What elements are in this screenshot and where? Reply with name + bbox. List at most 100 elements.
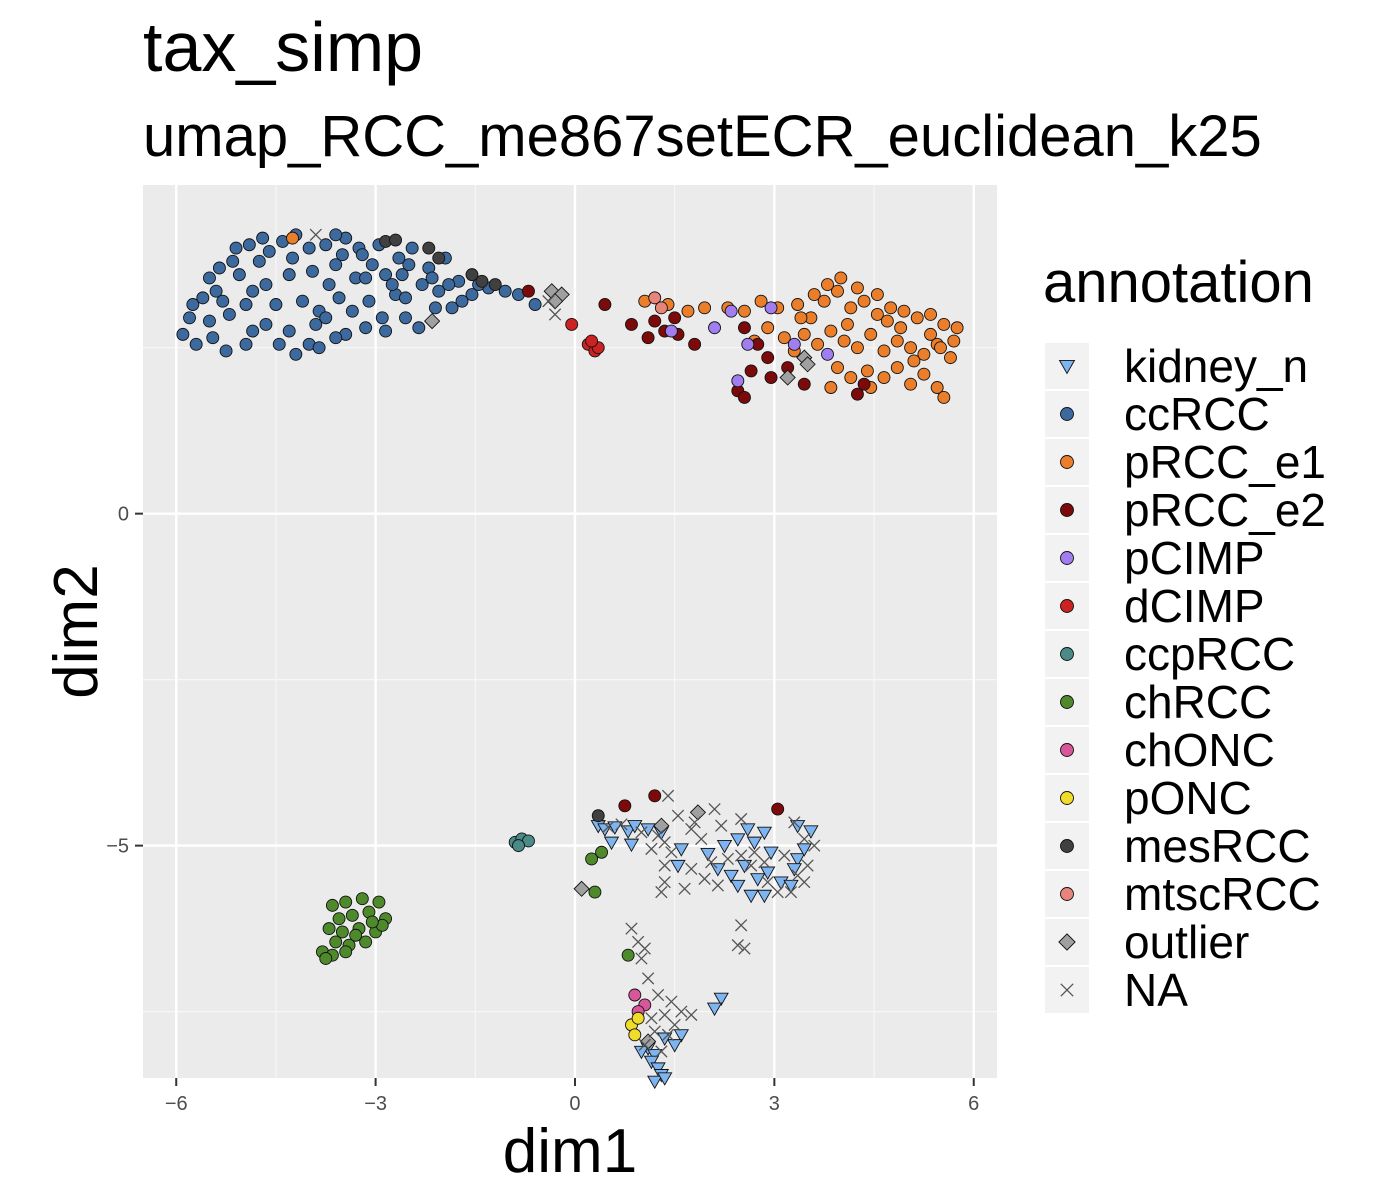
data-point <box>741 337 755 351</box>
data-point <box>628 988 642 1002</box>
data-point <box>730 833 746 847</box>
data-point <box>289 347 303 361</box>
data-point <box>645 842 658 856</box>
legend-label: dCIMP <box>1124 580 1265 632</box>
data-point <box>625 922 638 935</box>
data-point <box>724 304 738 318</box>
data-point <box>756 889 773 904</box>
data-point <box>422 241 436 255</box>
data-point <box>670 859 686 874</box>
data-point <box>269 298 283 311</box>
data-point <box>332 291 346 305</box>
data-point <box>738 942 751 955</box>
data-point <box>246 324 260 338</box>
legend-item: chRCC <box>1045 676 1272 728</box>
data-point <box>738 304 751 318</box>
data-point <box>784 885 798 899</box>
series-prcc-e2 <box>522 284 871 816</box>
data-point <box>542 295 555 308</box>
legend-symbol <box>1060 791 1074 805</box>
data-point <box>654 301 668 315</box>
legend-item: mesRCC <box>1045 820 1311 872</box>
data-point <box>405 241 419 255</box>
data-point <box>488 278 502 292</box>
data-point <box>615 818 628 831</box>
data-point <box>658 836 671 849</box>
data-point <box>695 832 708 846</box>
data-point <box>412 321 426 335</box>
data-point <box>748 846 761 859</box>
data-point <box>432 284 446 298</box>
data-point <box>588 885 602 899</box>
legend-item: kidney_n <box>1045 340 1308 392</box>
data-point <box>286 231 299 245</box>
data-point <box>890 361 904 375</box>
data-point <box>335 248 349 262</box>
data-point <box>212 261 226 275</box>
legend-symbol <box>1060 599 1074 613</box>
data-point <box>528 298 542 311</box>
data-point <box>673 843 689 857</box>
y-axis: −5 0 <box>106 504 143 858</box>
data-point <box>229 241 243 255</box>
legend-symbol <box>1060 743 1074 757</box>
data-point <box>635 826 648 839</box>
legend-symbol <box>1060 551 1074 565</box>
data-point <box>329 228 343 242</box>
data-point <box>365 258 379 272</box>
data-point <box>799 356 816 373</box>
data-point <box>801 859 814 872</box>
data-point <box>498 284 512 298</box>
chart-subtitle: umap_RCC_me867setECR_euclidean_k25 <box>143 104 1262 169</box>
data-point <box>721 852 734 866</box>
data-point <box>282 324 296 338</box>
data-point <box>595 845 609 859</box>
data-point <box>658 875 671 889</box>
data-point <box>641 331 655 345</box>
data-point <box>648 291 662 305</box>
legend-item: outlier <box>1045 916 1249 968</box>
data-point <box>844 371 858 384</box>
legend-item: pCIMP <box>1045 532 1265 584</box>
x-tick-label: −3 <box>364 1093 387 1115</box>
data-point <box>681 304 695 318</box>
data-point <box>621 948 635 962</box>
legend-item: NA <box>1045 964 1188 1016</box>
data-point <box>736 859 753 874</box>
data-point <box>723 869 739 884</box>
data-point <box>591 809 605 823</box>
legend-label: ccRCC <box>1124 388 1270 440</box>
data-point <box>585 852 599 866</box>
legend-label: pRCC_e2 <box>1124 484 1326 536</box>
data-point <box>239 298 253 311</box>
data-point <box>216 294 230 308</box>
data-point <box>335 925 349 939</box>
data-point <box>787 337 801 351</box>
data-point <box>716 839 733 854</box>
data-point <box>627 820 643 834</box>
data-point <box>242 238 256 252</box>
data-point <box>432 251 446 265</box>
legend-item: dCIMP <box>1045 580 1265 632</box>
data-point <box>648 1025 661 1038</box>
series-ponc <box>625 1011 645 1042</box>
data-point <box>688 816 701 829</box>
legend-label: NA <box>1124 964 1188 1016</box>
data-point <box>798 832 811 846</box>
data-point <box>786 863 802 877</box>
legend-symbol <box>1060 407 1074 421</box>
data-point <box>734 849 748 862</box>
data-point <box>744 364 758 378</box>
data-point <box>778 849 791 862</box>
series-mesrcc <box>379 233 605 823</box>
legend-symbol <box>1060 695 1074 709</box>
data-point <box>623 838 640 853</box>
data-point <box>666 1039 683 1053</box>
data-point <box>740 823 756 837</box>
data-point <box>643 1055 660 1070</box>
data-point <box>890 334 904 348</box>
data-point <box>734 812 748 826</box>
data-point <box>834 271 848 285</box>
data-point <box>907 354 921 368</box>
data-point <box>797 327 811 341</box>
